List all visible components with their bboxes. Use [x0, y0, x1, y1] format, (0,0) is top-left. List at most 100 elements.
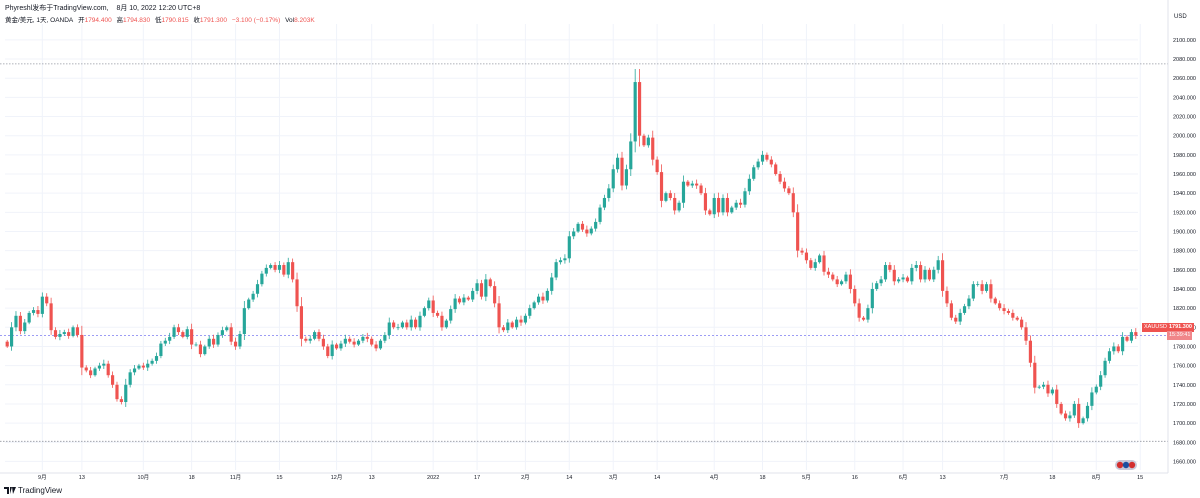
candle-body: [897, 279, 901, 282]
candle: [159, 340, 163, 359]
candle: [501, 325, 506, 333]
candle-body: [168, 336, 172, 341]
candle: [475, 279, 479, 295]
candle-body: [668, 193, 672, 198]
candle-body: [326, 346, 330, 357]
candle-body: [804, 252, 809, 261]
candle-body: [545, 290, 549, 301]
candle: [686, 179, 690, 187]
candle-body: [888, 265, 892, 270]
grid-lines: [5, 24, 1141, 470]
candle: [111, 371, 115, 388]
candle: [198, 340, 203, 358]
high-label: 高: [116, 17, 124, 24]
candle-body: [269, 265, 273, 268]
volume-label: Vol: [285, 17, 295, 24]
tradingview-logo-icon: [4, 487, 16, 494]
candle-body: [115, 384, 119, 400]
candle-body: [787, 188, 791, 194]
candle-body: [1112, 346, 1116, 352]
candle: [84, 365, 88, 373]
candle: [637, 69, 642, 147]
candle: [400, 320, 405, 329]
candle-body: [132, 368, 137, 373]
candle: [818, 253, 822, 264]
candle: [782, 177, 787, 192]
x-tick-label: 14: [566, 475, 572, 481]
x-tick-label: 13: [369, 475, 375, 481]
candle: [699, 183, 703, 196]
candle: [971, 281, 975, 302]
candle-body: [396, 327, 400, 329]
candle-body: [515, 319, 519, 328]
y-tick-label: 1680.000: [1173, 440, 1196, 446]
candle-body: [589, 228, 593, 234]
candle: [923, 266, 927, 283]
candle-body: [75, 327, 80, 335]
candle: [124, 378, 128, 407]
candle-body: [883, 265, 888, 280]
candle-body: [1055, 389, 1059, 404]
candle: [212, 334, 216, 348]
range-lines: [0, 63, 1168, 442]
x-tick-label: 13: [79, 475, 85, 481]
candle: [277, 261, 282, 274]
candle-body: [940, 260, 945, 291]
candle: [861, 315, 866, 322]
candle: [651, 130, 655, 166]
candle-body: [172, 327, 176, 337]
candle-body: [378, 340, 383, 349]
x-tick-label: 7月: [1000, 474, 1009, 481]
candle-body: [45, 296, 49, 304]
candle: [414, 317, 418, 330]
candle: [1011, 309, 1015, 321]
candle-body: [264, 267, 268, 274]
candle: [664, 191, 668, 203]
candle: [1094, 384, 1098, 395]
candle-body: [49, 303, 53, 331]
candle-body: [510, 322, 514, 328]
candle: [835, 275, 839, 288]
candle: [607, 184, 611, 202]
candle-body: [993, 298, 997, 304]
candle: [361, 334, 365, 344]
x-tick-label: 4月: [710, 474, 719, 481]
candle-body: [532, 302, 536, 309]
y-tick-label: 1940.000: [1173, 191, 1196, 197]
candle: [875, 280, 879, 291]
candle: [422, 306, 426, 318]
candle: [62, 329, 66, 336]
candle: [532, 300, 536, 310]
candle: [940, 253, 945, 297]
candle-body: [1107, 351, 1112, 361]
candle-body: [554, 262, 558, 278]
candle-body: [861, 317, 866, 320]
candle: [936, 255, 940, 274]
candle-body: [585, 229, 589, 234]
candle-body: [453, 298, 457, 310]
candle-body: [343, 338, 347, 344]
candle-body: [967, 298, 971, 307]
candle-body: [1015, 317, 1019, 320]
candle: [616, 153, 620, 173]
candle: [1055, 384, 1059, 408]
tradingview-logo[interactable]: TradingView: [4, 486, 62, 495]
candle-body: [1077, 403, 1081, 424]
candle: [523, 313, 527, 325]
candle: [225, 325, 229, 332]
candle-body: [616, 157, 620, 170]
candle: [1134, 328, 1138, 339]
candle-body: [286, 262, 290, 275]
candle-body: [523, 315, 527, 323]
candle-body: [5, 341, 9, 347]
candle-body: [923, 269, 927, 280]
publisher-line: Phyreshl发布于TradingView.com, 8月 10, 2022 …: [5, 3, 200, 13]
candles: [5, 69, 1138, 428]
candle: [150, 358, 154, 366]
candle-body: [53, 330, 58, 337]
candle: [901, 274, 905, 283]
candle-body: [980, 284, 984, 291]
candle-body: [620, 157, 624, 186]
symbol-title[interactable]: 黄金/美元, 1天, OANDA: [5, 17, 74, 24]
